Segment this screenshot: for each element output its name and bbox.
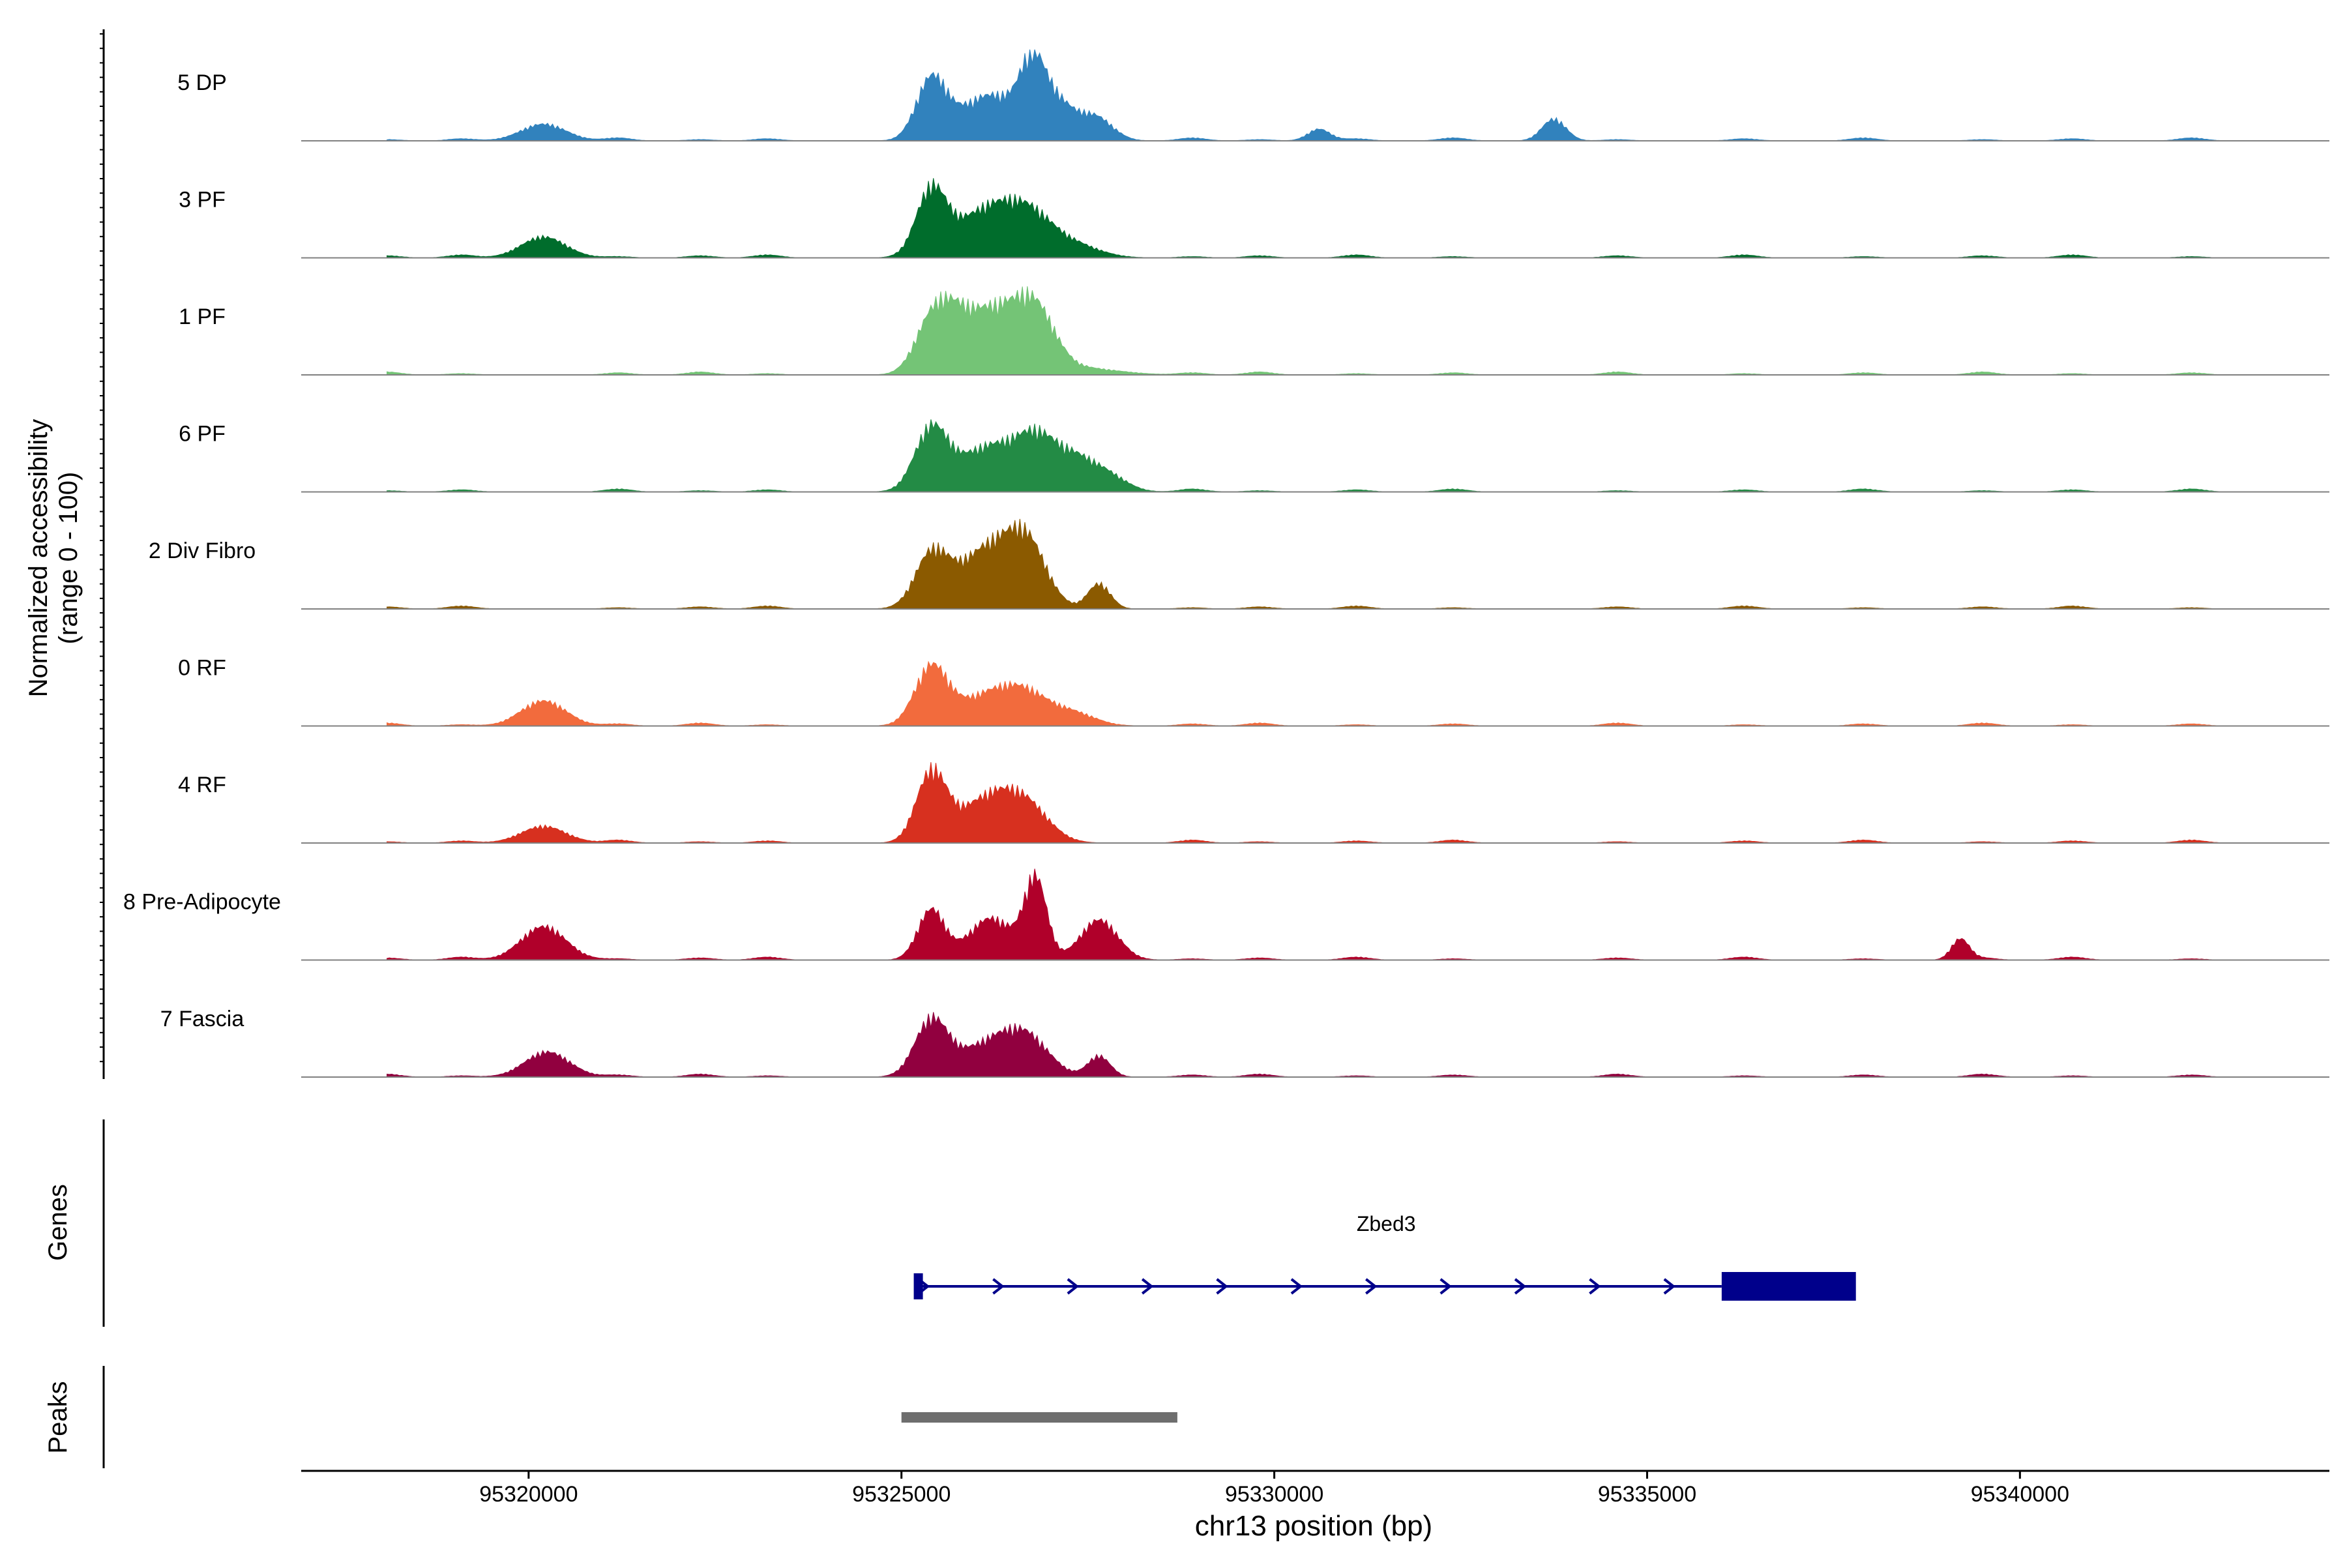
strand-arrow <box>1216 1278 1228 1295</box>
gene-last-exon <box>1721 1272 1856 1301</box>
strand-arrow <box>1141 1278 1154 1295</box>
peak-track <box>901 1412 1177 1423</box>
strand-arrow <box>1514 1278 1527 1295</box>
track-4-rf: 4 RF <box>178 762 2329 844</box>
coverage-area <box>387 1012 2266 1078</box>
track-1-pf: 1 PF <box>179 286 2329 376</box>
x-tick-label: 95340000 <box>1971 1482 2069 1507</box>
coverage-area <box>387 660 2266 726</box>
x-tick-label: 95330000 <box>1225 1482 1323 1507</box>
track-8-pre-adipocyte: 8 Pre-Adipocyte <box>123 868 2329 961</box>
track-0-rf: 0 RF <box>178 656 2329 727</box>
x-tick-label: 95320000 <box>479 1482 578 1507</box>
strand-arrow <box>1663 1278 1676 1295</box>
x-axis: 95320000 95325000 95330000 95335000 95340000 <box>301 1470 2329 1507</box>
coverage-area <box>387 49 2266 141</box>
strand-arrow <box>1290 1278 1303 1295</box>
coverage-area <box>387 419 2266 492</box>
x-tick-label: 95335000 <box>1598 1482 1696 1507</box>
track-label: 4 RF <box>178 773 226 797</box>
track-label: 2 Div Fibro <box>149 539 256 563</box>
coverage-area <box>387 868 2266 961</box>
strand-arrow <box>1589 1278 1601 1295</box>
track-label: 3 PF <box>179 188 226 213</box>
track-6-pf: 6 PF <box>179 419 2329 493</box>
coverage-area <box>387 762 2266 844</box>
coverage-area <box>387 178 2266 259</box>
strand-arrow <box>917 1278 930 1295</box>
track-label: 1 PF <box>179 304 226 329</box>
coverage-area <box>387 518 2266 610</box>
x-axis-label: chr13 position (bp) <box>1195 1510 1432 1542</box>
track-label: 5 DP <box>177 70 227 95</box>
strand-arrow <box>992 1278 1005 1295</box>
track-group: 5 DP 3 PF 1 PF 6 PF 2 Div Fibro 0 RF 4 RF 8 Pre… <box>123 49 2329 1078</box>
x-tick-label: 95325000 <box>852 1482 951 1507</box>
y-axis-label-line2: (range 0 - 100) <box>54 472 83 645</box>
coverage-area <box>387 286 2266 376</box>
track-3-pf: 3 PF <box>179 178 2329 259</box>
track-label: 0 RF <box>178 656 226 681</box>
gene-first-exon <box>913 1273 923 1299</box>
track-label: 7 Fascia <box>160 1007 244 1031</box>
accessibility-y-axis <box>100 29 105 1079</box>
track-label: 6 PF <box>179 422 226 447</box>
track-5-dp: 5 DP <box>177 49 2329 141</box>
strand-arrow <box>1067 1278 1080 1295</box>
strand-arrow <box>1439 1278 1452 1295</box>
y-axis-label-line1: Normalized accessibility <box>24 419 53 698</box>
strand-arrow <box>1365 1278 1378 1295</box>
gene-track: Zbed3 <box>913 1212 1856 1301</box>
peak-region <box>901 1412 1177 1423</box>
genes-panel-label: Genes <box>44 1184 72 1261</box>
peaks-panel-label: Peaks <box>44 1381 72 1453</box>
track-label: 8 Pre-Adipocyte <box>123 890 281 915</box>
track-7-fascia: 7 Fascia <box>160 1007 2329 1078</box>
gene-name: Zbed3 <box>1357 1212 1416 1235</box>
track-2-div-fibro: 2 Div Fibro <box>149 518 2329 610</box>
